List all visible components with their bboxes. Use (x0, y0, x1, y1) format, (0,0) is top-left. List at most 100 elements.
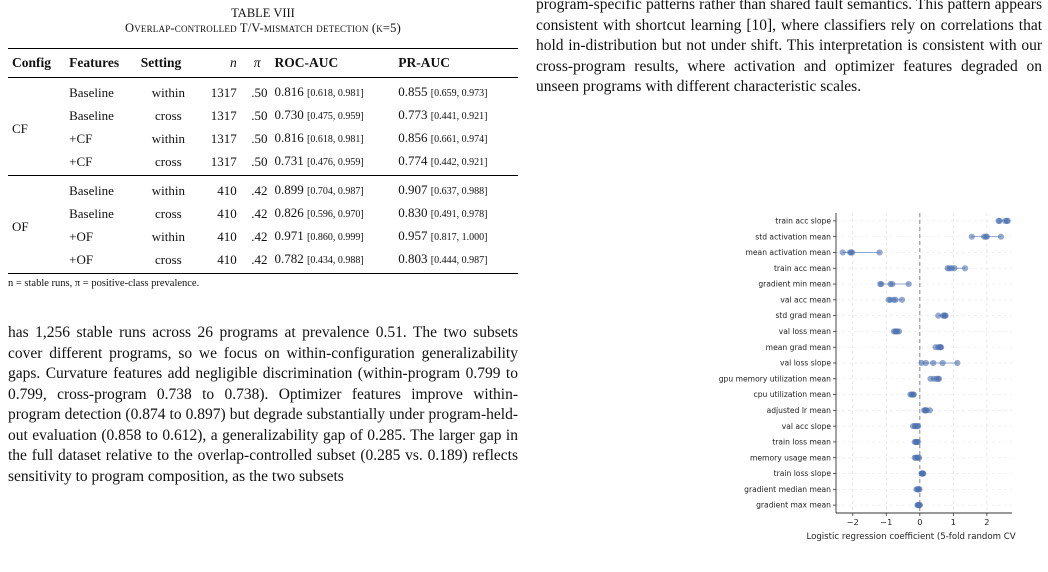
y-tick-label: val loss mean (779, 327, 831, 336)
y-tick-label: mean grad mean (766, 343, 832, 352)
coef-point (914, 438, 921, 446)
auc-value: 0.971 (274, 228, 304, 243)
coef-point (848, 249, 856, 256)
y-tick-label: train loss slope (774, 469, 832, 478)
coef-point (996, 217, 1003, 224)
coef-point (939, 359, 946, 367)
results-table: Config Features Setting n π ROC-AUC PR-A… (8, 48, 518, 274)
th-pr: PR-AUC (394, 48, 518, 78)
auc-ci: [0.618, 0.981] (307, 134, 364, 145)
auc-value: 0.830 (398, 205, 428, 220)
pr-auc-cell: 0.773 [0.441, 0.921] (394, 104, 518, 127)
n-cell: 410 (217, 206, 237, 221)
coef-point (895, 328, 903, 335)
coef-point (878, 280, 885, 288)
table-caption-line: Overlap-controlled T/V-mismatch detectio… (124, 21, 401, 35)
n-cell: 1317 (195, 150, 240, 176)
coef-point (916, 454, 923, 461)
features-cell: Baseline (69, 108, 114, 123)
auc-value: 0.816 (274, 84, 304, 99)
roc-auc-cell: 0.971 [0.860, 0.999] (271, 225, 395, 248)
roc-auc-cell: 0.730 [0.475, 0.959] (271, 104, 395, 127)
features-cell: Baseline (69, 206, 114, 221)
coef-point (937, 344, 945, 351)
th-config: Config (8, 48, 66, 78)
auc-value: 0.855 (398, 84, 428, 99)
auc-ci: [0.434, 0.988] (307, 255, 364, 266)
auc-value: 0.899 (274, 182, 304, 197)
x-tick-label: −2 (847, 517, 859, 527)
table-row: +OF cross 410.42 0.782 [0.434, 0.988] 0.803 … (8, 248, 518, 274)
y-tick-label: gradient min mean (758, 280, 831, 289)
coef-point (983, 233, 990, 240)
coef-point (892, 296, 899, 303)
pi-cell: .42 (251, 206, 268, 221)
pi-cell: .50 (251, 108, 268, 123)
roc-auc-cell: 0.826 [0.596, 0.970] (271, 202, 395, 225)
right-column: program-specific patterns rather than sh… (536, 0, 1042, 98)
th-n: n (195, 48, 240, 78)
coef-point (910, 391, 917, 398)
x-tick-label: 2 (984, 517, 989, 527)
pr-auc-cell: 0.957 [0.817, 1.000] (394, 225, 518, 248)
features-cell: +CF (69, 131, 93, 146)
y-tick-label: mean activation mean (745, 248, 831, 257)
roc-auc-cell: 0.731 [0.476, 0.959] (270, 150, 395, 176)
coef-point (916, 486, 923, 493)
n-cell: 410 (217, 183, 237, 198)
auc-value: 0.782 (274, 251, 304, 266)
y-tick-label: train acc slope (775, 216, 831, 225)
table-header-row: Config Features Setting n π ROC-AUC PR-A… (8, 48, 518, 78)
setting-cell: cross (154, 108, 182, 123)
auc-value: 0.957 (398, 228, 428, 243)
roc-auc-cell: 0.816 [0.618, 0.981] (271, 127, 395, 150)
y-tick-label: train acc mean (774, 264, 831, 273)
x-axis-label: Logistic regression coefficient (5-fold … (806, 532, 1016, 542)
config-cell: OF (8, 175, 66, 274)
roc-auc-cell: 0.899 [0.704, 0.987] (271, 176, 395, 203)
y-tick-label: val acc slope (782, 422, 832, 431)
n-cell: 410 (217, 229, 237, 244)
th-roc: ROC-AUC (270, 48, 395, 78)
auc-ci: [0.442, 0.921] (430, 157, 488, 168)
left-column: TABLE VIII Overlap-controlled T/V-mismat… (8, 0, 518, 487)
x-tick-label: −1 (880, 517, 892, 527)
auc-ci: [0.475, 0.959] (307, 111, 364, 122)
features-cell: Baseline (69, 85, 114, 100)
setting-cell: within (151, 229, 185, 244)
y-tick-label: std activation mean (755, 232, 831, 241)
auc-ci: [0.444, 0.987] (430, 255, 488, 266)
coef-point (920, 470, 927, 477)
pr-auc-cell: 0.774 [0.442, 0.921] (394, 150, 518, 176)
n-cell: 410 (195, 248, 240, 274)
auc-value: 0.803 (398, 251, 428, 266)
table-note: n = stable runs, π = positive-class prev… (8, 278, 200, 289)
pr-auc-cell: 0.855 [0.659, 0.973] (394, 78, 518, 105)
auc-value: 0.856 (398, 130, 428, 145)
coef-point (997, 233, 1005, 240)
table-row: +CF cross 1317.50 0.731 [0.476, 0.959] 0.774… (8, 150, 518, 176)
table-caption: TABLE VIII Overlap-controlled T/V-mismat… (8, 6, 518, 36)
auc-value: 0.826 (274, 205, 304, 220)
coef-point (922, 359, 929, 367)
config-cell: CF (8, 77, 66, 176)
coef-point (930, 359, 937, 367)
pr-auc-cell: 0.803 [0.444, 0.987] (394, 248, 518, 274)
x-tick-label: 0 (917, 517, 922, 527)
coef-point (1004, 217, 1011, 224)
coef-point (905, 280, 912, 288)
auc-value: 0.730 (274, 107, 304, 122)
coef-point (916, 502, 923, 509)
pr-auc-cell: 0.830 [0.491, 0.978] (394, 202, 518, 225)
auc-ci: [0.441, 0.921] (430, 111, 488, 122)
coef-point (889, 280, 896, 288)
auc-ci: [0.596, 0.970] (307, 209, 364, 220)
y-tick-label: gradient median mean (744, 485, 831, 494)
table-row: +OF within 410.42 0.971 [0.860, 0.999] 0.957… (8, 225, 518, 248)
coef-point (951, 265, 958, 272)
auc-value: 0.774 (398, 153, 428, 168)
pi-cell: .42 (251, 183, 268, 198)
setting-cell: cross (136, 248, 196, 274)
coef-point (935, 312, 942, 319)
auc-ci: [0.860, 0.999] (307, 232, 364, 243)
